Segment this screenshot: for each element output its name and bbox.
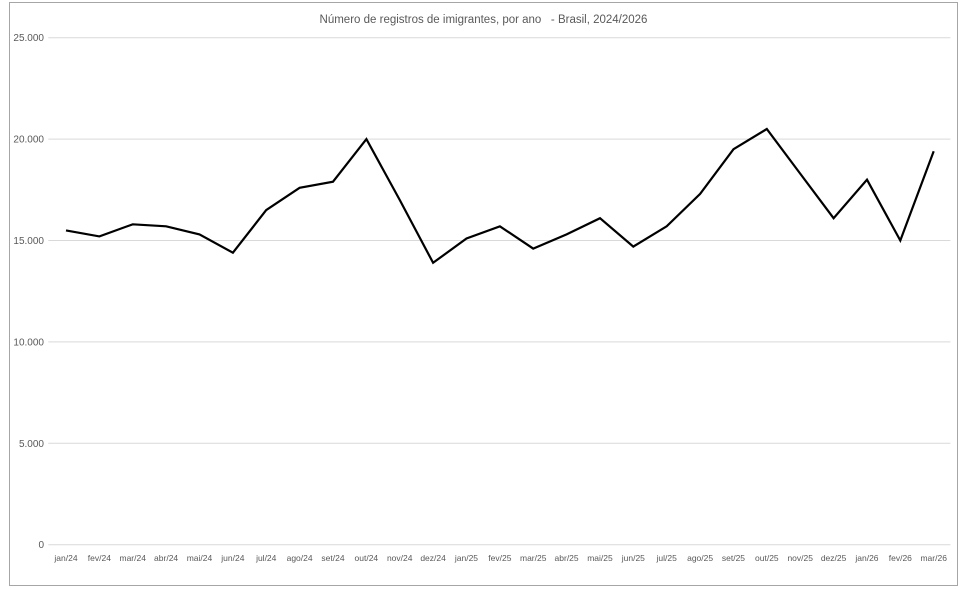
x-tick-label: set/25 (722, 553, 745, 563)
x-tick-label: jan/25 (454, 553, 478, 563)
x-tick-label: jan/26 (854, 553, 878, 563)
x-tick-label: fev/24 (88, 553, 111, 563)
y-tick-label: 15.000 (13, 236, 44, 247)
x-tick-label: ago/24 (287, 553, 313, 563)
x-tick-label: fev/26 (889, 553, 912, 563)
x-tick-label: nov/24 (387, 553, 413, 563)
x-tick-label: set/24 (321, 553, 344, 563)
x-tick-label: jul/25 (656, 553, 678, 563)
x-tick-label: mar/24 (120, 553, 147, 563)
x-tick-label: jun/25 (621, 553, 645, 563)
data-series-line (65, 127, 935, 265)
x-tick-label: jul/24 (255, 553, 277, 563)
chart-title: Número de registros de imigrantes, por a… (319, 14, 648, 26)
x-tick-label: dez/24 (420, 553, 446, 563)
y-tick-label: 20.000 (13, 135, 44, 146)
x-tick-label: nov/25 (787, 553, 813, 563)
y-tick-label: 25.000 (13, 33, 44, 44)
x-tick-label: abr/24 (154, 553, 178, 563)
x-tick-label: abr/25 (555, 553, 579, 563)
x-tick-label: ago/25 (687, 553, 713, 563)
x-tick-label: mar/25 (520, 553, 547, 563)
x-tick-label: out/25 (755, 553, 779, 563)
x-tick-label: fev/25 (488, 553, 511, 563)
x-tick-label: mai/24 (187, 553, 213, 563)
y-tick-label: 10.000 (13, 337, 44, 348)
x-tick-label: mar/26 (920, 553, 947, 563)
y-tick-label: 0 (38, 540, 44, 551)
x-tick-label: dez/25 (821, 553, 847, 563)
x-tick-label: jan/24 (53, 553, 77, 563)
x-tick-label: out/24 (355, 553, 379, 563)
x-tick-label: mai/25 (587, 553, 613, 563)
x-tick-label: jun/24 (220, 553, 244, 563)
y-tick-label: 5.000 (19, 439, 44, 450)
chart-frame: Número de registros de imigrantes, por a… (9, 2, 958, 586)
